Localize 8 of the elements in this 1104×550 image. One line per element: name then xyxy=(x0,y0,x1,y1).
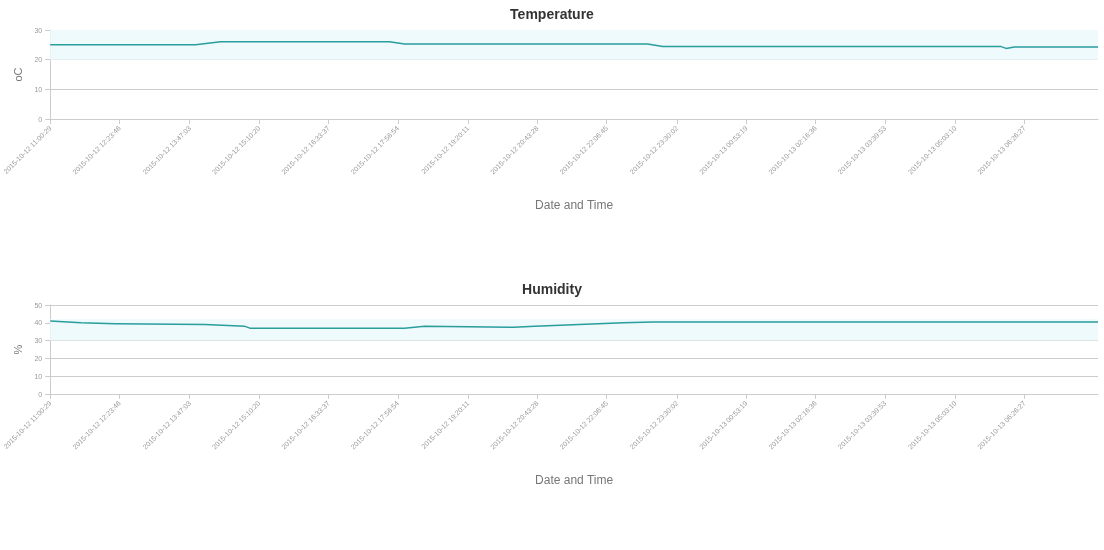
x-axis-title: Date and Time xyxy=(535,198,614,212)
y-axis-title: % xyxy=(12,344,24,355)
line-series xyxy=(49,320,1099,329)
y-axis-title: oC xyxy=(12,67,24,82)
chart-title: Humidity xyxy=(522,281,583,297)
line-series xyxy=(49,41,1099,50)
chart-title: Temperature xyxy=(510,6,595,22)
x-axis-title: Date and Time xyxy=(535,473,614,487)
